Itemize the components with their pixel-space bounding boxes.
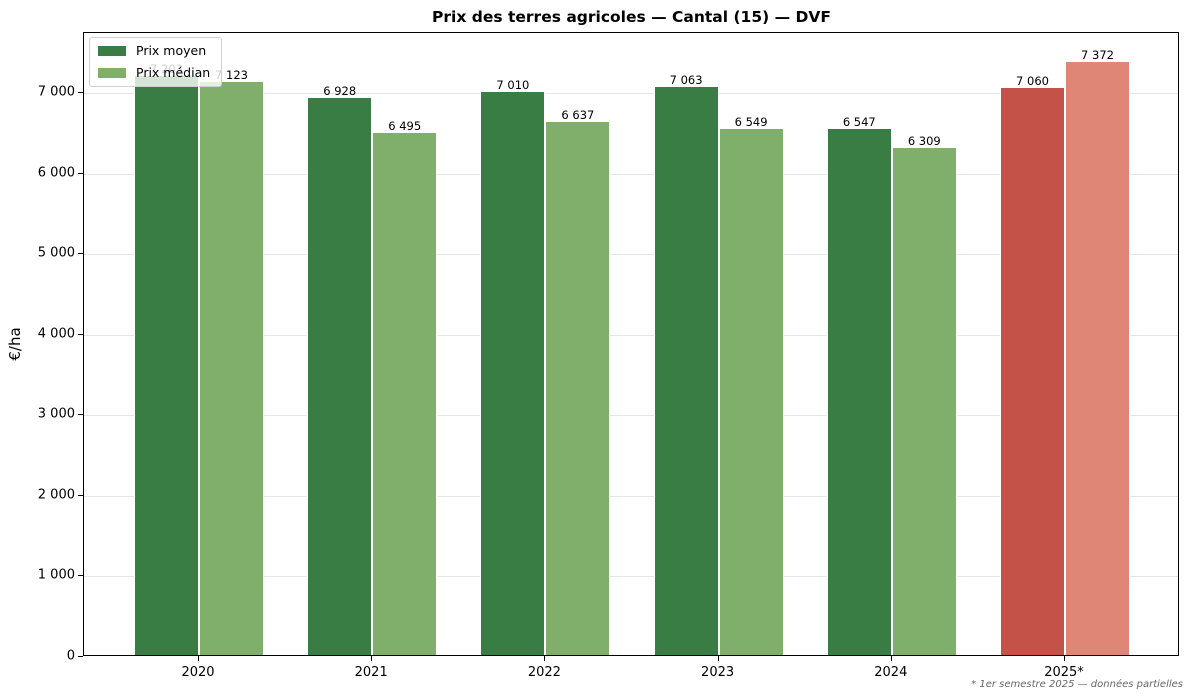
footnote: * 1er semestre 2025 — données partielles [971,679,1183,690]
bar-median [1065,61,1130,655]
y-tick-mark [78,656,83,657]
y-tick-mark [78,92,83,94]
x-tick-mark [890,656,892,661]
legend-label-median: Prix médian [136,65,211,80]
y-tick-label: 4 000 [37,326,75,342]
bar-value-label: 6 549 [734,114,768,129]
x-tick-label: 2022 [527,665,561,680]
bar-median [372,132,438,655]
bar-value-label: 7 123 [215,68,248,83]
gridline [84,93,1178,95]
x-tick-mark [717,656,719,661]
x-tick-label: 2020 [181,665,215,680]
bar-median [199,81,264,655]
legend-swatch-median [98,67,126,78]
y-tick-mark [78,414,83,416]
y-tick-label: 5 000 [37,245,75,261]
gridline [84,495,1178,497]
x-tick-mark [371,656,373,661]
x-tick-label: 2021 [354,665,388,680]
bar-value-label: 6 495 [388,119,422,134]
x-tick-label: 2023 [701,665,735,680]
bar-value-label: 6 309 [907,134,941,149]
legend-label-mean: Prix moyen [136,43,207,58]
gridline [84,415,1178,417]
legend-item-median: Prix médian [98,65,210,80]
y-tick-mark [78,575,83,577]
bar-value-label: 6 928 [323,84,357,99]
bar-mean [134,75,199,655]
bar-mean [826,127,892,655]
y-tick-label: 0 [66,648,75,664]
bar-value-label: 7 063 [669,73,703,88]
x-tick-label: 2024 [874,665,908,680]
bar-median [891,147,957,655]
chart-title: Prix des terres agricoles — Cantal (15) … [432,8,831,26]
y-tick-label: 3 000 [37,406,75,422]
legend: Prix moyen Prix médian [89,37,222,87]
bar-median [545,120,611,655]
x-tick-label: 2025* [1044,665,1084,680]
y-axis-label: €/ha [6,327,24,361]
bar-median [718,127,784,655]
x-tick-mark [198,656,199,661]
bar-value-label: 6 637 [561,107,595,122]
y-tick-mark [78,172,83,174]
y-tick-mark [78,253,83,255]
gridline [84,254,1178,256]
legend-item-mean: Prix moyen [98,43,206,58]
x-tick-mark [1064,656,1065,661]
y-tick-label: 7 000 [37,84,75,100]
bar-value-label: 7 060 [1016,73,1049,88]
y-tick-label: 1 000 [37,567,75,583]
bar-mean [480,90,546,655]
bar-value-label: 7 372 [1081,48,1114,63]
bar-mean [1000,86,1065,655]
bar-mean [307,97,373,655]
x-tick-mark [544,656,546,661]
y-tick-label: 2 000 [37,487,75,503]
y-tick-mark [78,333,83,335]
legend-swatch-mean [98,45,126,56]
gridline [84,173,1178,175]
bar-value-label: 6 547 [842,114,876,129]
y-tick-mark [78,494,83,496]
bar-mean [653,86,719,655]
y-tick-label: 6 000 [37,165,75,181]
bar-value-label: 7 010 [496,77,530,92]
gridline [84,334,1178,336]
gridline [84,576,1178,578]
